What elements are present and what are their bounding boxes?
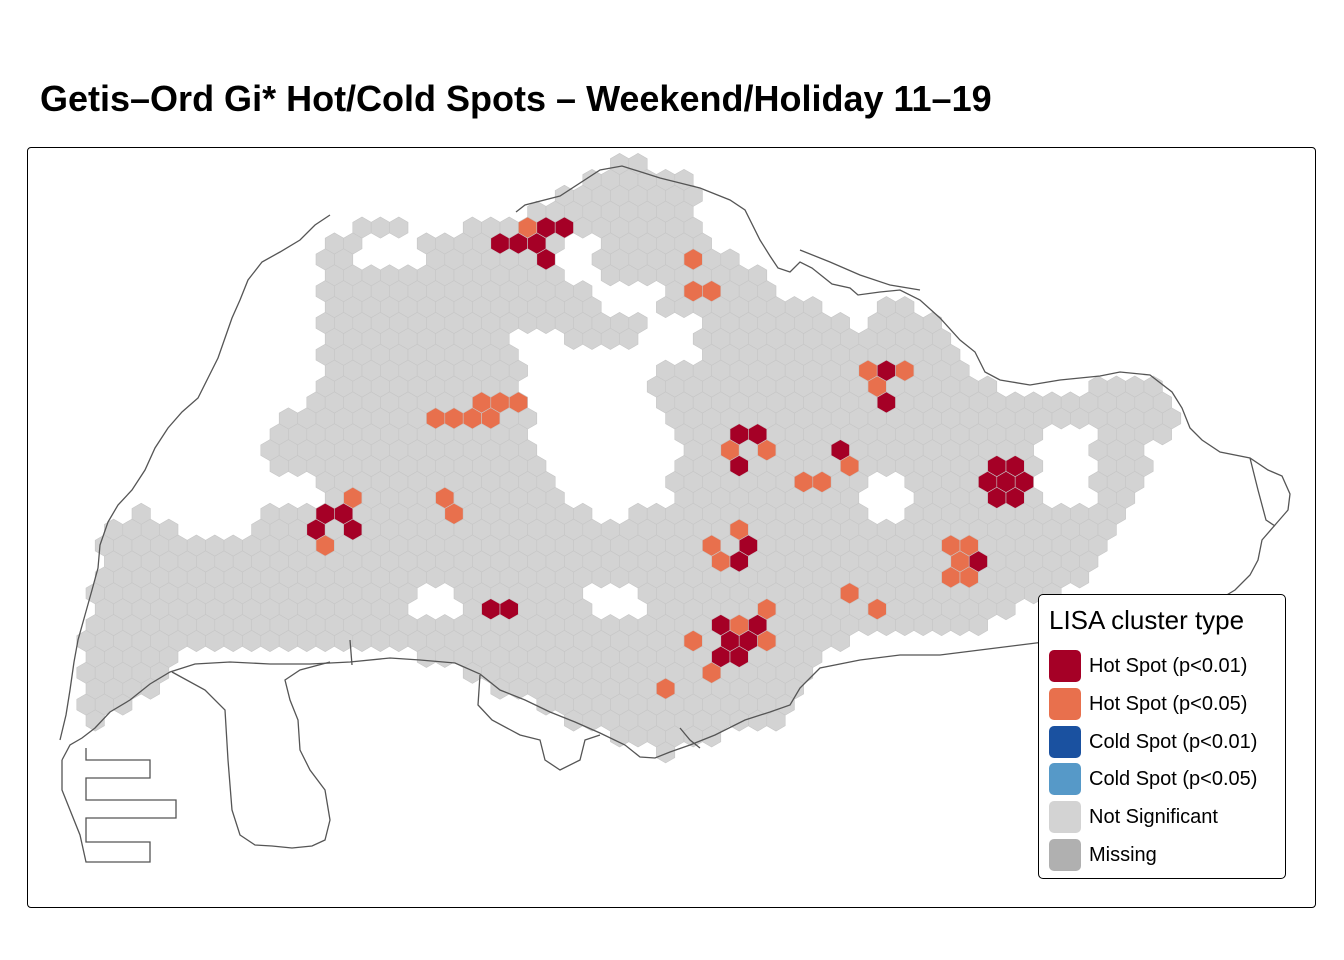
hex-cell-not-significant	[656, 741, 676, 764]
legend-label: Cold Spot (p<0.01)	[1089, 731, 1258, 753]
hex-cell-not-significant	[140, 677, 160, 700]
legend: LISA cluster type Hot Spot (p<0.01) Hot …	[1038, 594, 1286, 879]
coastline-outline	[59, 165, 1291, 863]
hex-cell-not-significant	[389, 216, 409, 239]
legend-swatch	[1049, 650, 1081, 682]
legend-swatch	[1049, 726, 1081, 758]
hex-cell-not-significant	[766, 709, 786, 732]
hex-grid	[76, 153, 1182, 764]
reclaimed-land-west	[171, 661, 331, 849]
pulau-ubin-outline	[799, 249, 921, 291]
legend-swatch	[1049, 688, 1081, 720]
legend-label: Cold Spot (p<0.05)	[1089, 768, 1258, 790]
map-title: Getis–Ord Gi* Hot/Cold Spots – Weekend/H…	[40, 78, 992, 119]
hex-cell-not-significant	[1070, 566, 1090, 589]
legend-label: Not Significant	[1089, 806, 1218, 828]
hex-cell-not-significant	[996, 598, 1016, 621]
hex-cell-not-significant	[1152, 423, 1172, 446]
legend-swatch	[1049, 801, 1081, 833]
hex-cell-not-significant	[370, 216, 390, 239]
south-coast-inlets	[477, 674, 601, 771]
map-frame	[27, 147, 1316, 908]
west-coastline	[59, 214, 331, 741]
hex-cell-not-significant	[619, 327, 639, 350]
mainland-coastline	[61, 165, 1291, 761]
legend-label: Hot Spot (p<0.01)	[1089, 655, 1248, 677]
jurong-port-piers	[61, 748, 177, 863]
hex-cell-not-significant	[968, 614, 988, 637]
reservoir-outline-1	[349, 639, 353, 666]
hex-cell-not-significant	[85, 709, 105, 732]
hex-cell-not-significant	[830, 630, 850, 652]
legend-swatch	[1049, 839, 1081, 871]
reservoir-outline-2	[679, 727, 701, 749]
legend-label: Hot Spot (p<0.05)	[1089, 693, 1248, 715]
legend-swatch	[1049, 763, 1081, 795]
legend-title: LISA cluster type	[1049, 605, 1245, 635]
east-coast-peninsula	[1249, 457, 1276, 527]
legend-label: Missing	[1089, 844, 1157, 866]
